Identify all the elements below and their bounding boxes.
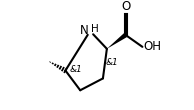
Polygon shape	[107, 33, 127, 49]
Text: &1: &1	[106, 58, 119, 67]
Text: OH: OH	[143, 40, 161, 53]
Text: O: O	[121, 0, 130, 13]
Text: &1: &1	[69, 65, 82, 74]
Text: N: N	[80, 24, 89, 37]
Text: H: H	[91, 24, 98, 34]
